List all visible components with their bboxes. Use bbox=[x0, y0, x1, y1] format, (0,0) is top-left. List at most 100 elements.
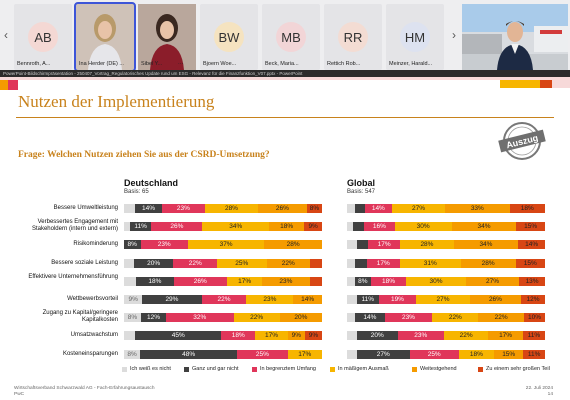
germany-basis: Basis: 65 bbox=[124, 189, 149, 195]
participant-name: Bjoern Woe... bbox=[203, 61, 237, 67]
bar-segment bbox=[354, 204, 365, 213]
stacked-bar: 8% 23% 37% 28% bbox=[124, 240, 322, 250]
stamp-badge: Auszug bbox=[498, 122, 546, 160]
bar-segment: 17% bbox=[367, 240, 401, 250]
footer-company: PwC bbox=[14, 392, 25, 397]
row-label: Bessere soziale Leistung bbox=[51, 259, 118, 266]
legend-item: Zu einem sehr großen Teil bbox=[478, 366, 550, 372]
bar-segment: 8% bbox=[124, 313, 141, 323]
bar-segment: 9% bbox=[287, 331, 305, 341]
bar-segment: 23% bbox=[161, 204, 206, 213]
participant-tile[interactable]: Ina Herder (DE) ... bbox=[74, 2, 136, 72]
row-label: Verbessertes Engagement mit Stakeholdern… bbox=[31, 219, 118, 233]
legend-label: Ich weiß es nicht bbox=[130, 366, 171, 372]
bar-segment bbox=[347, 349, 357, 359]
avatar: AB bbox=[28, 22, 58, 52]
chart-legend: Ich weiß es nicht Ganz und gar nicht In be… bbox=[122, 366, 552, 376]
global-basis: Basis: 547 bbox=[347, 189, 376, 195]
bar-segment: 17% bbox=[227, 276, 263, 286]
legend-swatch bbox=[122, 366, 127, 372]
participant-tile[interactable]: HM Meinzer, Harald... bbox=[386, 4, 444, 70]
bar-segment: 22% bbox=[173, 258, 218, 268]
participant-strip: ‹ › AB Bennroth, A... Ina Herder (DE) ... S… bbox=[0, 0, 570, 76]
stacked-bar: 14% 27% 33% 18% bbox=[347, 204, 545, 213]
stacked-bar: 20% 22% 25% 22% bbox=[124, 258, 322, 268]
bar-segment: 48% bbox=[140, 349, 238, 359]
participant-name: Bennroth, A... bbox=[17, 61, 51, 67]
participant-tile[interactable]: RR Rettich Rob... bbox=[324, 4, 382, 70]
bar-segment: 26% bbox=[257, 204, 307, 213]
stacked-bar: 14% 23% 22% 22% 10% bbox=[347, 313, 545, 323]
bar-segment: 20% bbox=[357, 331, 398, 341]
participant-name: Ina Herder (DE) ... bbox=[79, 61, 124, 67]
row-label: Wettbewerbsvorteil bbox=[67, 296, 118, 302]
bar-segment: 14% bbox=[518, 240, 545, 250]
bar-segment: 27% bbox=[416, 295, 470, 304]
stacked-bar: 8% 12% 32% 22% 20% bbox=[124, 313, 322, 323]
bar-segment: 31% bbox=[399, 258, 461, 268]
bar-segment: 45% bbox=[135, 331, 222, 341]
bar-segment: 23% bbox=[140, 240, 188, 250]
legend-swatch bbox=[330, 366, 335, 372]
bar-segment: 25% bbox=[237, 349, 288, 359]
bar-segment: 18% bbox=[269, 222, 305, 232]
stacked-bar: 20% 23% 22% 17% 11% bbox=[347, 331, 545, 341]
chevron-right-icon[interactable]: › bbox=[452, 28, 456, 42]
participant-tile[interactable]: BW Bjoern Woe... bbox=[200, 4, 258, 70]
bar-segment bbox=[124, 258, 134, 268]
bar-segment bbox=[347, 313, 356, 323]
global-heading: Global bbox=[347, 178, 376, 188]
bar-segment: 14% bbox=[355, 313, 385, 323]
bar-segment: 22% bbox=[432, 313, 479, 323]
bar-segment: 17% bbox=[287, 349, 322, 359]
participant-video-image bbox=[138, 4, 196, 70]
bar-segment: 9% bbox=[304, 222, 322, 232]
participant-tile[interactable]: Sibel Y... ⋯ bbox=[138, 4, 196, 70]
bar-segment: 34% bbox=[202, 222, 270, 232]
legend-swatch bbox=[184, 366, 189, 372]
bar-segment: 18% bbox=[458, 349, 494, 359]
row-label: Risikominderung bbox=[73, 241, 118, 248]
participant-video-image bbox=[76, 4, 134, 70]
bar-segment: 25% bbox=[409, 349, 459, 359]
participant-name: Meinzer, Harald... bbox=[389, 61, 433, 67]
bar-segment: 15% bbox=[494, 349, 524, 359]
bar-segment: 27% bbox=[356, 349, 410, 359]
title-rule bbox=[16, 117, 554, 118]
bar-segment: 28% bbox=[264, 240, 322, 250]
bar-segment: 23% bbox=[246, 295, 294, 304]
chevron-left-icon[interactable]: ‹ bbox=[4, 28, 8, 42]
presenter-video[interactable] bbox=[462, 4, 568, 70]
page-number: 14 bbox=[547, 392, 553, 397]
bar-segment: 15% bbox=[515, 258, 545, 268]
bar-segment: 26% bbox=[469, 295, 522, 304]
bar-segment: 8% bbox=[354, 276, 371, 286]
footer-date: 22. Juli 2024 bbox=[525, 386, 553, 391]
bar-segment: 19% bbox=[378, 295, 417, 304]
bar-segment: 14% bbox=[135, 204, 162, 213]
legend-swatch bbox=[252, 366, 257, 372]
bar-segment bbox=[124, 276, 137, 286]
bar-segment: 18% bbox=[370, 276, 407, 286]
slide: Nutzen der Implementierung Auszug Frage:… bbox=[0, 77, 570, 400]
more-options-icon[interactable]: ⋯ bbox=[178, 61, 184, 67]
legend-item: Ganz und gar nicht bbox=[184, 366, 238, 372]
footer-event: Wirtschaftsverband Schwarzwald AG - Fach… bbox=[14, 386, 155, 391]
participant-name: Sibel Y... bbox=[141, 61, 163, 67]
legend-label: In mäßigem Ausmaß bbox=[338, 366, 389, 372]
participant-tile[interactable]: MB Beck, Maria... bbox=[262, 4, 320, 70]
bar-segment: 33% bbox=[444, 204, 510, 213]
bar-segment: 12% bbox=[521, 295, 545, 304]
bar-segment: 9% bbox=[124, 295, 143, 304]
bar-segment: 23% bbox=[384, 313, 433, 323]
legend-label: In begrenztem Umfang bbox=[260, 366, 316, 372]
participant-name: Rettich Rob... bbox=[327, 61, 361, 67]
bar-segment: 8% bbox=[124, 240, 141, 250]
bar-segment bbox=[124, 331, 136, 341]
stacked-bar: 8% 48% 25% 17% bbox=[124, 349, 322, 359]
legend-label: Ganz und gar nicht bbox=[192, 366, 239, 372]
bar-segment bbox=[354, 258, 367, 268]
participant-tile[interactable]: AB Bennroth, A... bbox=[14, 4, 72, 70]
legend-item: In mäßigem Ausmaß bbox=[330, 366, 389, 372]
bar-segment: 8% bbox=[124, 349, 141, 359]
